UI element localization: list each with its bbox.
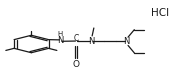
Text: H: H (58, 31, 63, 37)
Text: O: O (73, 60, 79, 69)
Text: C: C (73, 34, 79, 43)
Text: N: N (88, 37, 95, 46)
Text: N: N (124, 37, 130, 46)
Text: HCl: HCl (151, 8, 170, 18)
Text: N: N (57, 36, 64, 45)
